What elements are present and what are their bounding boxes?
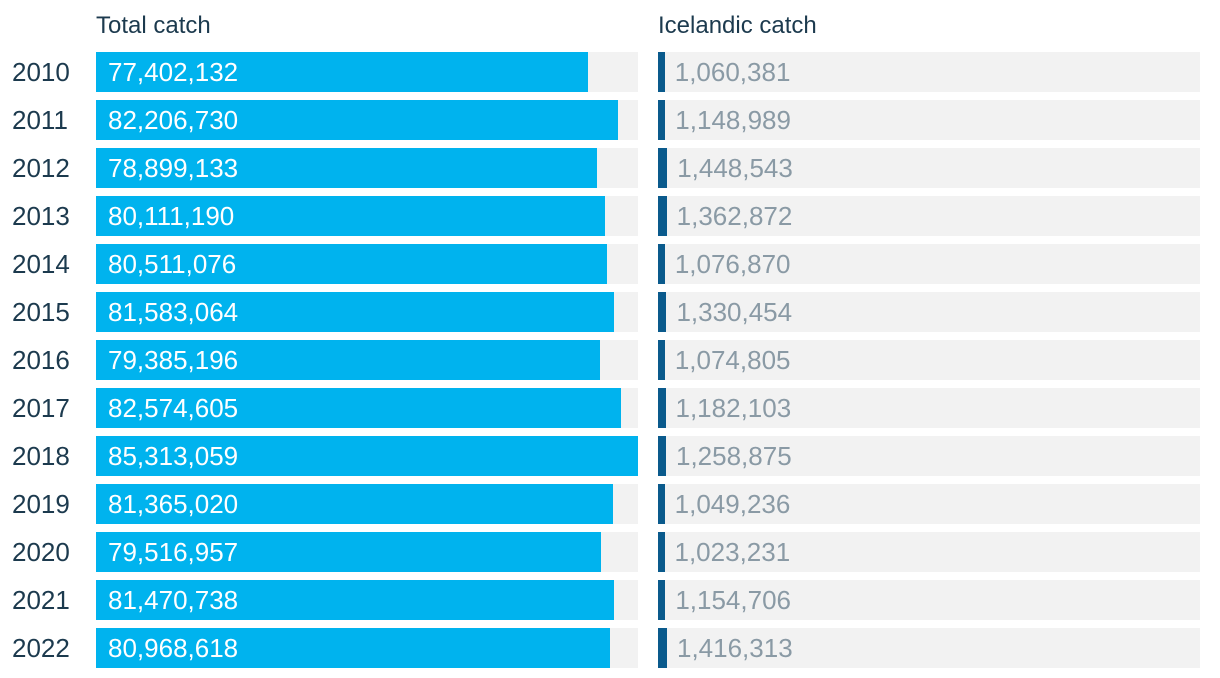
total-catch-value: 77,402,132	[108, 57, 239, 87]
icelandic-catch-bar	[658, 52, 665, 92]
total-catch-track: 85,313,059	[96, 436, 638, 476]
icelandic-catch-track: 1,362,872	[658, 196, 1200, 236]
year-label: 2012	[12, 153, 70, 183]
icelandic-catch-value: 1,182,103	[675, 393, 792, 423]
total-catch-track: 80,511,076	[96, 244, 638, 284]
total-catch-value: 80,511,076	[108, 249, 237, 279]
total-catch-bar	[96, 580, 614, 620]
icelandic-catch-value: 1,330,454	[676, 297, 793, 327]
icelandic-catch-value: 1,076,870	[674, 249, 791, 279]
icelandic-catch-bar	[658, 340, 665, 380]
icelandic-catch-value: 1,362,872	[676, 201, 793, 231]
icelandic-catch-header: Icelandic catch	[658, 12, 817, 39]
total-catch-value: 80,968,618	[108, 633, 239, 663]
icelandic-catch-track: 1,049,236	[658, 484, 1200, 524]
total-catch-value: 79,516,957	[108, 537, 239, 567]
icelandic-catch-bar	[658, 436, 666, 476]
icelandic-catch-bar	[658, 484, 665, 524]
total-catch-value: 80,111,190	[108, 201, 235, 231]
total-catch-bar	[96, 244, 608, 284]
icelandic-catch-value: 1,074,805	[674, 345, 791, 375]
total-catch-value: 82,574,605	[108, 393, 239, 423]
total-catch-track: 80,968,618	[96, 628, 638, 668]
icelandic-catch-track: 1,076,870	[658, 244, 1200, 284]
icelandic-catch-bar	[658, 532, 665, 572]
year-label: 2016	[12, 345, 70, 375]
total-catch-track: 79,516,957	[96, 532, 638, 572]
total-catch-bar	[96, 436, 638, 476]
total-catch-track: 80,111,190	[96, 196, 638, 236]
icelandic-catch-value: 1,154,706	[675, 585, 791, 615]
total-catch-bar	[96, 340, 601, 380]
total-catch-value: 81,583,064	[108, 297, 239, 327]
icelandic-catch-track: 1,074,805	[658, 340, 1200, 380]
total-catch-value: 81,470,738	[108, 585, 239, 615]
icelandic-catch-track: 1,060,381	[658, 52, 1200, 92]
icelandic-catch-bar	[658, 148, 668, 188]
year-label: 2018	[12, 441, 70, 471]
year-label: 2019	[12, 489, 70, 519]
icelandic-catch-track: 1,330,454	[658, 292, 1200, 332]
total-catch-bar	[96, 628, 611, 668]
total-catch-value: 81,365,020	[108, 489, 239, 519]
icelandic-catch-value: 1,148,989	[675, 105, 791, 135]
year-label: 2011	[12, 105, 68, 135]
year-label: 2020	[12, 537, 70, 567]
total-catch-track: 77,402,132	[96, 52, 638, 92]
icelandic-catch-value: 1,060,381	[674, 57, 791, 87]
year-label: 2017	[12, 393, 70, 423]
icelandic-catch-track: 1,148,989	[658, 100, 1200, 140]
total-catch-track: 79,385,196	[96, 340, 638, 380]
icelandic-catch-bar	[658, 580, 666, 620]
total-catch-value: 85,313,059	[108, 441, 239, 471]
total-catch-value: 79,385,196	[108, 345, 239, 375]
total-catch-bar	[96, 196, 605, 236]
icelandic-catch-track: 1,023,231	[658, 532, 1200, 572]
icelandic-catch-track: 1,416,313	[658, 628, 1200, 668]
total-catch-track: 81,583,064	[96, 292, 638, 332]
icelandic-catch-track: 1,448,543	[658, 148, 1200, 188]
year-label: 2010	[12, 57, 70, 87]
icelandic-catch-bar	[658, 196, 667, 236]
total-catch-bar	[96, 532, 602, 572]
icelandic-catch-value: 1,049,236	[674, 489, 791, 519]
icelandic-catch-bar	[658, 292, 667, 332]
total-catch-bar	[96, 292, 615, 332]
total-catch-bar	[96, 484, 613, 524]
icelandic-catch-bar	[658, 100, 666, 140]
total-catch-bar	[96, 100, 619, 140]
total-catch-value: 82,206,730	[108, 105, 239, 135]
year-label: 2022	[12, 633, 70, 663]
icelandic-catch-value: 1,258,875	[675, 441, 792, 471]
icelandic-catch-value: 1,023,231	[674, 537, 791, 567]
total-catch-track: 78,899,133	[96, 148, 638, 188]
total-catch-header: Total catch	[96, 12, 211, 39]
total-catch-track: 82,574,605	[96, 388, 638, 428]
total-catch-track: 82,206,730	[96, 100, 638, 140]
total-catch-track: 81,470,738	[96, 580, 638, 620]
year-label: 2015	[12, 297, 70, 327]
icelandic-catch-track: 1,258,875	[658, 436, 1200, 476]
total-catch-value: 78,899,133	[108, 153, 239, 183]
icelandic-catch-value: 1,416,313	[676, 633, 793, 663]
total-catch-bar	[96, 148, 598, 188]
icelandic-catch-bar	[658, 244, 665, 284]
year-label: 2013	[12, 201, 70, 231]
total-catch-bar	[96, 388, 621, 428]
total-catch-bar	[96, 52, 588, 92]
icelandic-catch-track: 1,182,103	[658, 388, 1200, 428]
year-label: 2021	[12, 585, 70, 615]
icelandic-catch-bar	[658, 628, 667, 668]
total-catch-track: 81,365,020	[96, 484, 638, 524]
year-label: 2014	[12, 249, 70, 279]
icelandic-catch-track: 1,154,706	[658, 580, 1200, 620]
icelandic-catch-bar	[658, 388, 666, 428]
icelandic-catch-value: 1,448,543	[677, 153, 793, 183]
